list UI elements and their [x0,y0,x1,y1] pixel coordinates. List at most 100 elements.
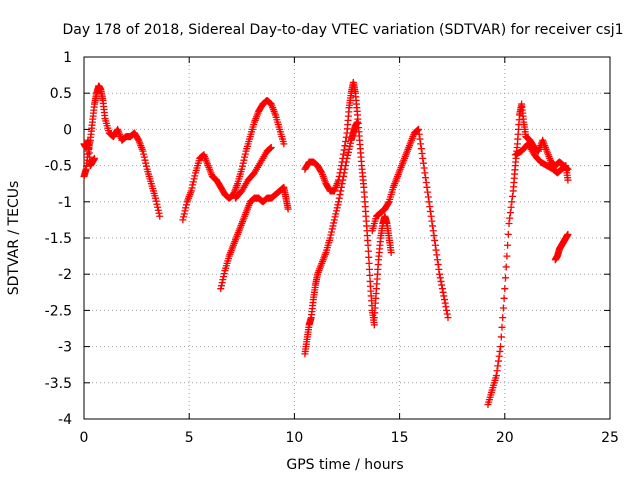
data-point [336,169,344,177]
data-point [218,279,226,287]
data-point [240,156,248,164]
data-point [329,222,337,230]
data-point [422,178,430,186]
data-point [440,292,448,300]
data-point [330,219,338,227]
data-point [415,125,423,133]
data-point [333,204,341,212]
data-point [188,184,196,192]
y-tick-label: -2.5 [45,303,72,319]
series-track-4 [217,183,292,293]
data-point [217,285,225,293]
data-point [500,294,508,302]
data-point [506,209,514,217]
data-point [428,217,436,225]
data-point [337,162,345,170]
x-tick-label: 0 [80,430,89,446]
data-point [384,199,392,207]
data-point [431,236,439,244]
data-point [497,343,505,351]
y-tick-label: -1.5 [45,231,72,247]
data-point [506,214,514,222]
y-tick-label: -3 [58,340,72,356]
data-point [335,194,343,202]
data-point [328,225,336,233]
data-point [187,187,195,195]
data-point [239,162,247,170]
data-point [419,154,427,162]
data-point [152,194,160,202]
data-point [433,256,441,264]
data-point [280,140,288,148]
data-point [370,321,378,329]
data-point [339,150,347,158]
data-point [564,176,572,184]
data-point [437,277,445,285]
data-point [436,274,444,282]
data-point [499,314,507,322]
data-point [496,347,504,355]
data-point [499,304,507,312]
data-point [330,216,338,224]
data-point [497,333,505,341]
data-point [344,151,352,159]
data-point [238,165,246,173]
data-point [267,144,275,151]
data-point [327,231,335,239]
data-point [387,248,395,256]
data-point [328,228,336,236]
data-point [335,172,343,180]
data-point [344,148,352,156]
data-point [152,197,160,205]
data-point [134,135,142,143]
data-point [432,246,440,254]
data-points [80,78,572,409]
data-point [139,147,147,155]
data-point [422,174,430,182]
data-point [507,203,515,211]
data-point [426,207,434,215]
y-tick-label: -1 [58,195,72,211]
data-point [180,213,188,221]
data-point [220,273,228,281]
data-point [189,181,197,189]
data-point [180,210,188,218]
data-point [436,270,444,278]
data-point [191,172,199,180]
y-tick-label: 0.5 [50,86,72,102]
data-point [366,271,374,279]
data-point [509,192,517,200]
data-point [438,285,446,293]
data-point [417,140,425,148]
data-point [419,159,427,167]
data-point [494,357,502,365]
data-point [342,133,350,141]
data-point [424,188,432,196]
data-point [444,314,452,322]
data-point [339,154,347,162]
data-point [441,299,449,307]
x-tick-label: 25 [601,430,619,446]
data-point [417,145,425,153]
data-point [317,168,325,176]
data-point [564,230,572,238]
series-track-1 [80,82,164,220]
series-track-2 [80,136,99,170]
data-point [498,323,506,331]
data-point [429,222,437,230]
data-point [342,137,350,145]
data-point [365,253,373,261]
data-point [420,164,428,172]
x-tick-label: 10 [285,430,303,446]
data-point [91,154,99,162]
data-point [220,270,228,278]
data-point [179,216,187,224]
data-point [415,130,423,138]
data-point [337,187,345,195]
data-point [140,150,148,158]
data-point [426,203,434,211]
series-track-9 [370,212,395,322]
axes: 1 0.5 0 -0.5 -1 -1.5 -2 -2.5 -3 -3.5 -4 0 5 10 15 20 25 [45,50,619,446]
data-point [155,209,163,217]
